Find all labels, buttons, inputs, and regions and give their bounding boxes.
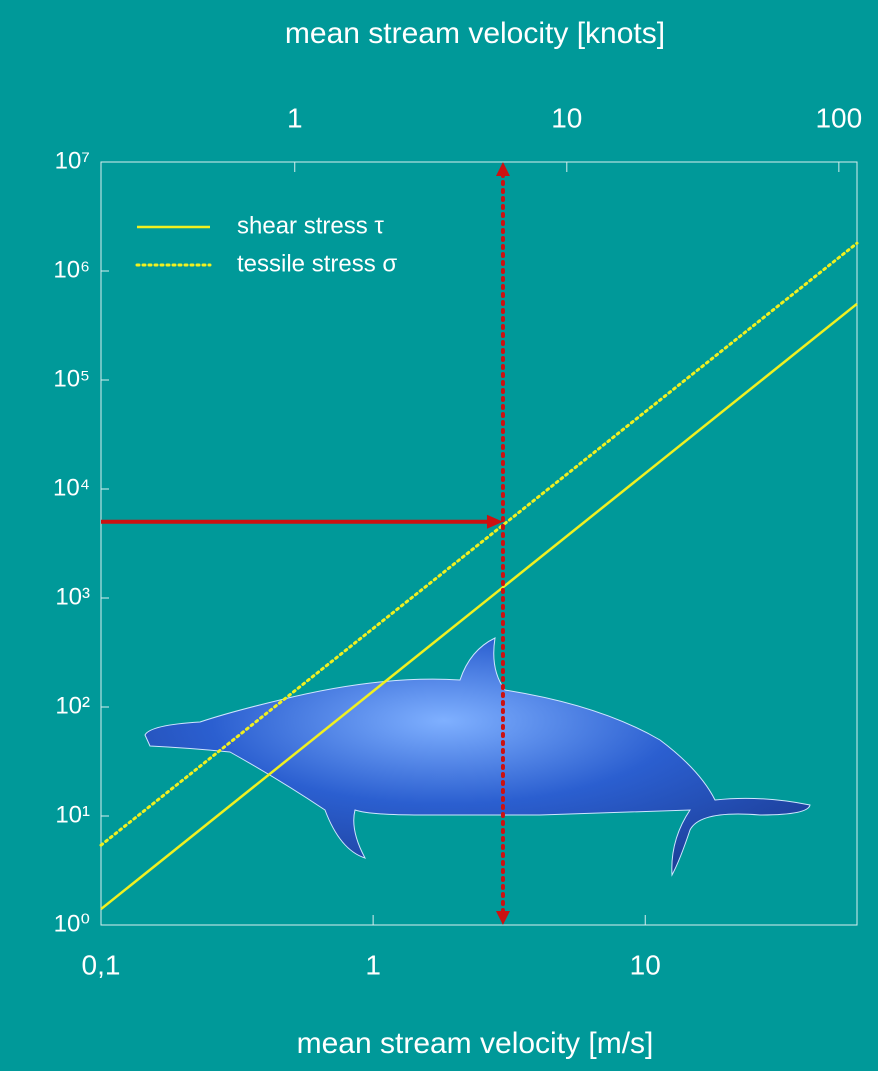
chart: mean stream velocity [knots] mean stream… [0,0,878,1071]
y-tick-label: 10⁶ [53,256,90,283]
x-tick-label: 1 [365,949,381,980]
legend-label: shear stress τ [237,212,384,239]
y-tick-label: 10⁰ [54,910,90,937]
top-axis-title: mean stream velocity [knots] [285,17,665,50]
y-tick-label: 10⁵ [53,365,90,392]
x2-tick-label: 100 [815,102,862,133]
x-tick-label: 0,1 [82,949,121,980]
x-axis-title: mean stream velocity [m/s] [297,1027,654,1060]
y-tick-label: 10⁷ [55,147,90,174]
y-tick-label: 10⁴ [53,474,90,501]
legend-label: tessile stress σ [237,250,397,277]
x2-tick-label: 1 [287,102,303,133]
y-tick-label: 10¹ [55,801,90,828]
y-tick-label: 10³ [55,583,90,610]
x-tick-label: 10 [630,949,661,980]
background [0,0,878,1071]
x2-tick-label: 10 [551,102,582,133]
y-tick-label: 10² [55,692,90,719]
